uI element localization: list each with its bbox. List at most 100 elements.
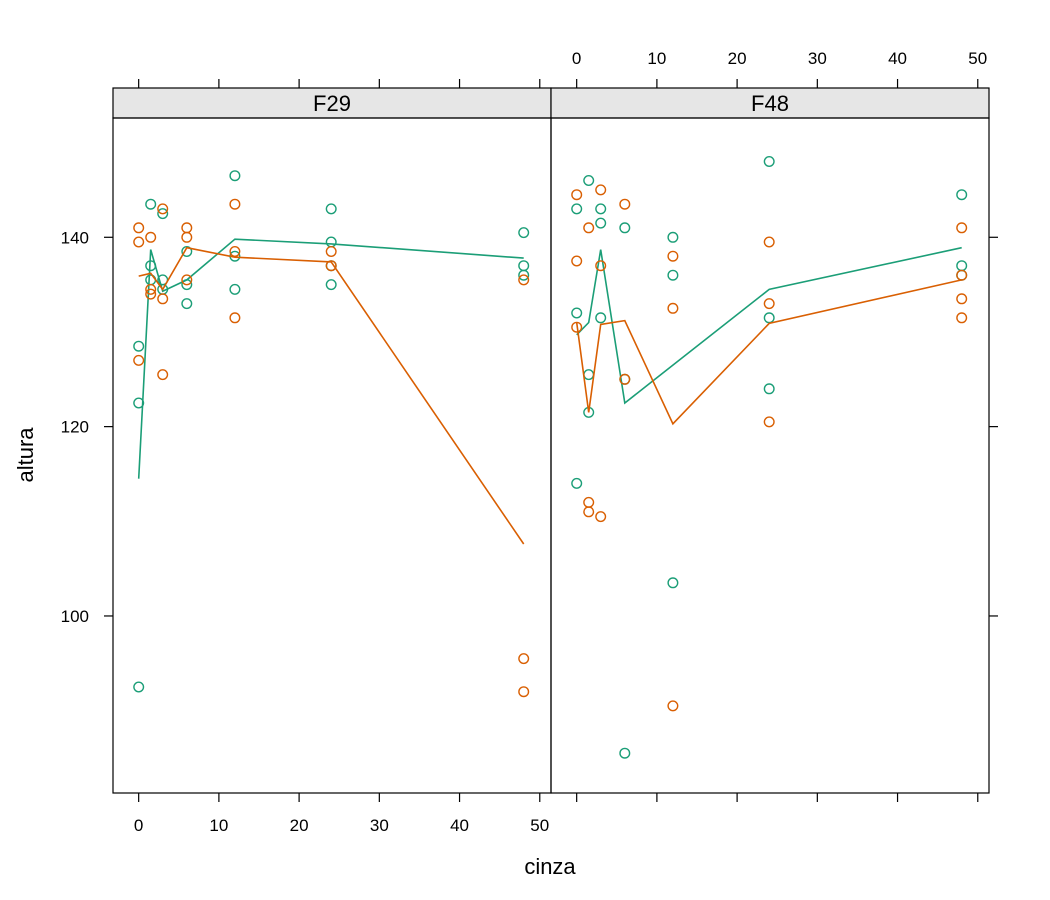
- data-point: [145, 231, 157, 243]
- data-point: [571, 477, 583, 489]
- data-point: [518, 274, 530, 286]
- data-point: [667, 250, 679, 262]
- data-point: [145, 288, 157, 300]
- series-line: [138, 246, 525, 545]
- panel-frame: [112, 117, 552, 794]
- data-point: [595, 184, 607, 196]
- data-point: [763, 383, 775, 395]
- x-tick-label: 10: [209, 816, 228, 835]
- panel-f29: F29 0 10 20 30 40 50: [112, 79, 552, 835]
- x-tick-label: 40: [888, 49, 907, 68]
- data-point: [667, 577, 679, 589]
- data-point: [518, 686, 530, 698]
- data-point: [157, 293, 169, 305]
- data-point: [181, 222, 193, 234]
- x-tick-label: 50: [530, 816, 549, 835]
- data-point: [145, 283, 157, 295]
- panels-layer: F29 0 10 20 30 40 50 F48 0 10 20 30 40 50 100 120 140: [61, 49, 998, 835]
- x-tick-label: 20: [728, 49, 747, 68]
- data-point: [157, 369, 169, 381]
- data-point: [229, 283, 241, 295]
- x-tick-label: 0: [134, 816, 143, 835]
- data-point: [133, 397, 145, 409]
- data-point: [619, 747, 631, 759]
- data-point: [181, 274, 193, 286]
- data-point: [583, 506, 595, 518]
- y-tick-label: 120: [61, 418, 89, 437]
- data-point: [133, 236, 145, 248]
- data-point: [229, 198, 241, 210]
- strip-label: F29: [313, 91, 351, 116]
- x-tick-label: 40: [450, 816, 469, 835]
- data-point: [133, 681, 145, 693]
- data-point: [956, 293, 968, 305]
- data-point: [157, 203, 169, 215]
- x-tick-label: 50: [968, 49, 987, 68]
- data-point: [763, 155, 775, 167]
- data-point: [181, 245, 193, 257]
- data-point: [571, 307, 583, 319]
- data-point: [145, 260, 157, 272]
- data-point: [325, 203, 337, 215]
- data-point: [133, 340, 145, 352]
- data-point: [571, 203, 583, 215]
- data-point: [595, 217, 607, 229]
- data-point: [571, 321, 583, 333]
- y-axis-title: altura: [13, 427, 38, 483]
- data-point: [518, 653, 530, 665]
- data-point: [325, 260, 337, 272]
- data-point: [325, 245, 337, 257]
- data-point: [956, 222, 968, 234]
- x-tick-label: 30: [808, 49, 827, 68]
- x-tick-label: 30: [370, 816, 389, 835]
- data-point: [667, 302, 679, 314]
- data-point: [571, 189, 583, 201]
- data-point: [325, 279, 337, 291]
- data-point: [518, 269, 530, 281]
- data-point: [518, 227, 530, 239]
- y-tick-label: 100: [61, 607, 89, 626]
- data-point: [667, 231, 679, 243]
- data-point: [145, 198, 157, 210]
- data-point: [229, 170, 241, 182]
- data-point: [763, 416, 775, 428]
- data-point: [181, 298, 193, 310]
- x-tick-label: 10: [647, 49, 666, 68]
- panel-f48: F48 0 10 20 30 40 50: [550, 49, 990, 802]
- data-point: [518, 260, 530, 272]
- data-point: [619, 373, 631, 385]
- data-point: [667, 269, 679, 281]
- data-point: [619, 198, 631, 210]
- strip-background: [112, 87, 552, 119]
- data-point: [229, 312, 241, 324]
- data-point: [133, 222, 145, 234]
- data-point: [595, 203, 607, 215]
- data-point: [157, 208, 169, 220]
- x-tick-label: 0: [572, 49, 581, 68]
- data-point: [595, 260, 607, 272]
- data-point: [181, 279, 193, 291]
- data-point: [595, 312, 607, 324]
- data-point: [583, 369, 595, 381]
- data-point: [956, 189, 968, 201]
- series-line: [575, 279, 962, 426]
- data-point: [583, 496, 595, 508]
- data-point: [583, 174, 595, 186]
- x-tick-label: 20: [290, 816, 309, 835]
- data-point: [325, 236, 337, 248]
- strip-label: F48: [751, 91, 789, 116]
- data-point: [956, 260, 968, 272]
- data-point: [571, 255, 583, 267]
- data-point: [763, 312, 775, 324]
- data-point: [956, 269, 968, 281]
- data-point: [956, 312, 968, 324]
- x-axis-title: cinza: [524, 854, 576, 879]
- series-line: [576, 246, 962, 405]
- data-point: [133, 354, 145, 366]
- data-point: [595, 511, 607, 523]
- data-point: [763, 298, 775, 310]
- y-tick-label: 140: [61, 228, 89, 247]
- data-point: [583, 222, 595, 234]
- data-point: [667, 700, 679, 712]
- data-point: [229, 245, 241, 257]
